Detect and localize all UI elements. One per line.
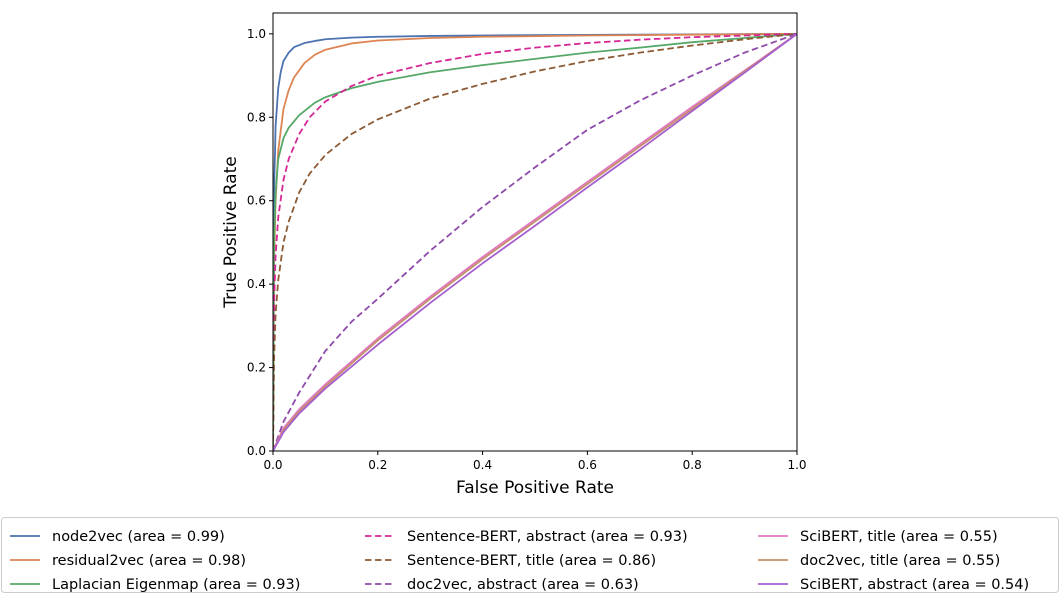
x-tick-label: 0.4 (473, 458, 492, 472)
x-axis: 0.0 0.2 0.4 0.6 0.8 1.0 (263, 451, 807, 472)
legend-label: Sentence-BERT, title (area = 0.86) (407, 553, 656, 569)
series-line-4 (273, 32, 797, 451)
y-axis-title: True Positive Rate (221, 156, 241, 308)
x-tick-label: 1.0 (787, 458, 806, 472)
legend: node2vec (area = 0.99) residual2vec (area… (1, 517, 1059, 593)
series-line-2 (273, 32, 797, 451)
y-tick-label: 0.2 (247, 361, 266, 375)
y-tick-label: 0.4 (247, 277, 266, 291)
series-line-1 (273, 32, 797, 451)
legend-label: doc2vec, abstract (area = 0.63) (407, 577, 639, 593)
x-tick-label: 0.6 (578, 458, 597, 472)
series-line-8 (273, 33, 797, 451)
y-tick-label: 0.6 (247, 194, 266, 208)
plot-frame (272, 12, 798, 452)
x-axis-title: False Positive Rate (456, 478, 614, 498)
legend-label: node2vec (area = 0.99) (52, 529, 225, 545)
series-line-9 (273, 33, 797, 451)
legend-frame (1, 517, 1059, 593)
legend-label: residual2vec (area = 0.98) (52, 553, 246, 569)
x-tick-label: 0.0 (263, 458, 282, 472)
y-axis: 0.0 0.2 0.4 0.6 0.8 1.0 (247, 27, 273, 458)
plot-lines (273, 32, 797, 451)
legend-label: SciBERT, title (area = 0.55) (800, 529, 998, 545)
series-line-3 (273, 32, 797, 451)
y-tick-label: 0.8 (247, 110, 266, 124)
series-line-6 (273, 33, 797, 451)
legend-label: Laplacian Eigenmap (area = 0.93) (52, 577, 300, 593)
x-tick-label: 0.2 (368, 458, 387, 472)
y-tick-label: 1.0 (247, 27, 266, 41)
y-tick-label: 0.0 (247, 444, 266, 458)
legend-label: Sentence-BERT, abstract (area = 0.93) (407, 529, 688, 545)
legend-label: doc2vec, title (area = 0.55) (800, 553, 1000, 569)
x-tick-label: 0.8 (683, 458, 702, 472)
series-line-7 (273, 33, 797, 451)
legend-label: SciBERT, abstract (area = 0.54) (800, 577, 1029, 593)
series-line-5 (273, 32, 797, 451)
